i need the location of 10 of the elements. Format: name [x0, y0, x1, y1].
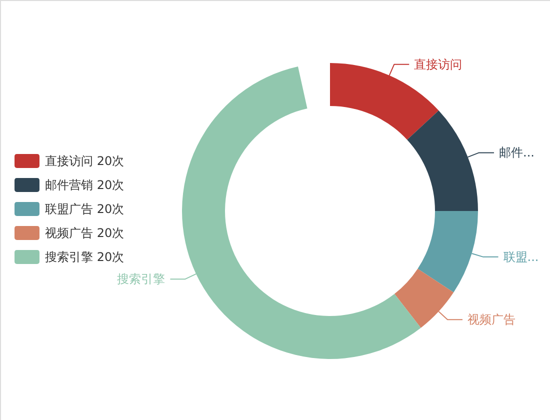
- text: 搜索引擎: [117, 272, 166, 286]
- legend-label: 联盟广告 20次: [45, 202, 124, 216]
- legend-label: 搜索引擎 20次: [45, 250, 124, 264]
- legend-label: 邮件营销 20次: [45, 178, 124, 192]
- text: 邮件...: [499, 146, 534, 160]
- text: 联盟...: [503, 250, 539, 264]
- text: 直接访问: [414, 57, 462, 72]
- legend-label: 直接访问 20次: [45, 154, 124, 168]
- legend-label: 视频广告 20次: [45, 226, 124, 240]
- text: 视频广告: [468, 312, 516, 327]
